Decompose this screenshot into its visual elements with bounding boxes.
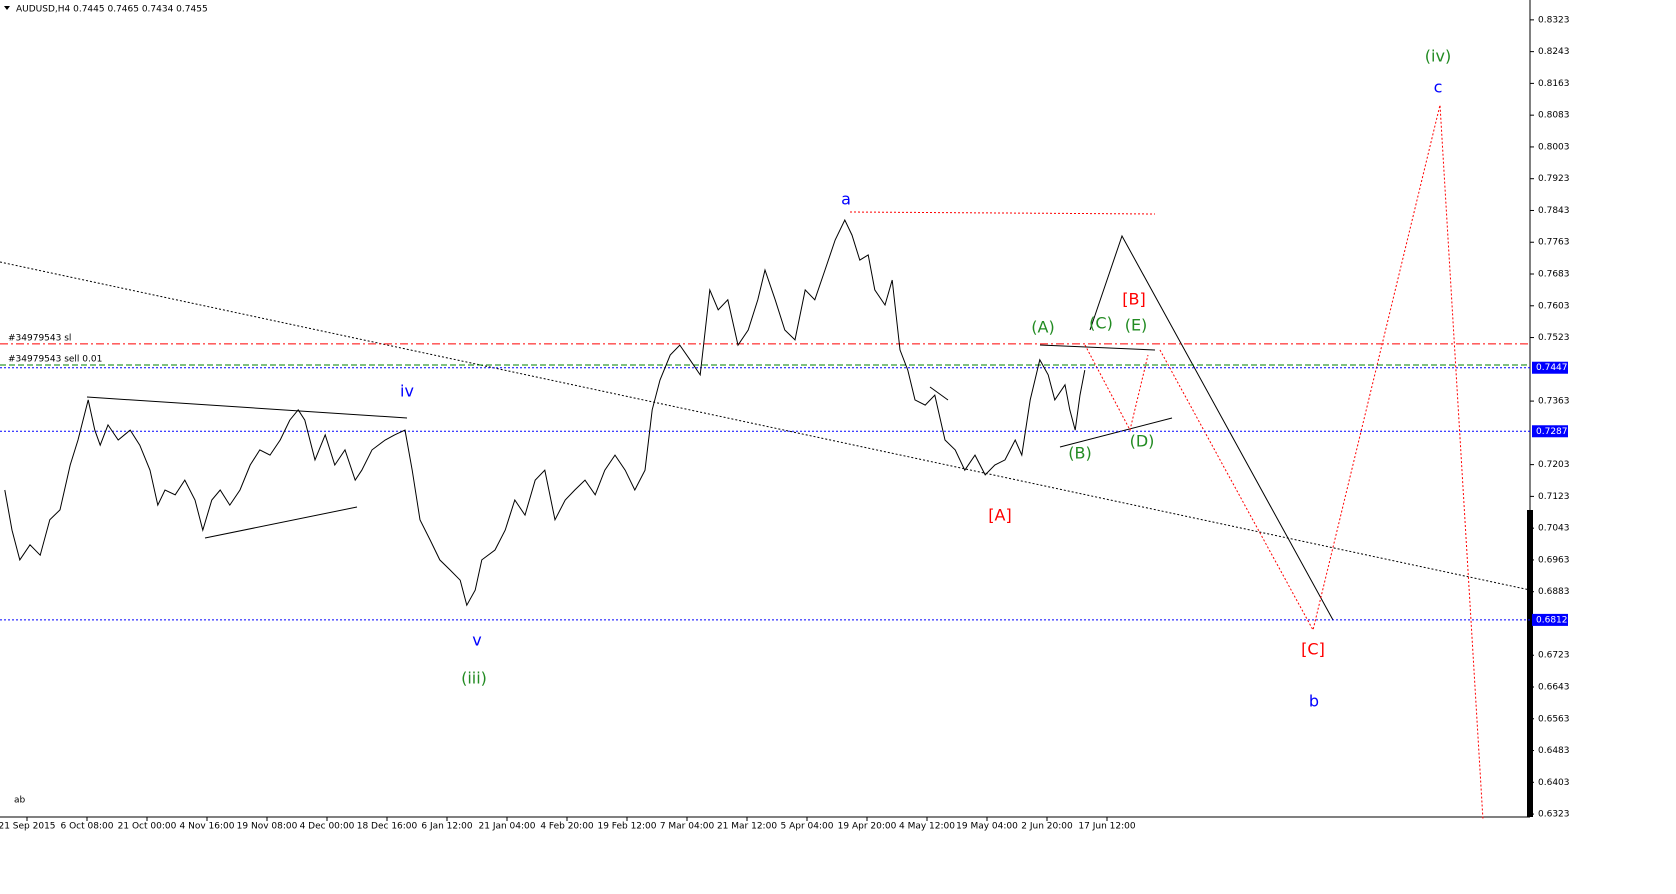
x-tick-label: 19 May 04:00	[956, 822, 1018, 832]
triangle-line	[1059, 417, 1173, 448]
projection-line	[849, 211, 1156, 215]
y-tick-label: 0.7523	[1538, 333, 1570, 343]
triangle-line	[1039, 344, 1156, 351]
y-tick-label: 0.6963	[1538, 555, 1570, 565]
x-tick-label: 21 Sep 2015	[0, 822, 56, 832]
price-level-label: 0.6812	[1536, 615, 1568, 625]
x-tick-label: 4 Dec 00:00	[300, 822, 355, 832]
title-marker	[4, 6, 10, 10]
price-level-box	[1532, 425, 1568, 438]
y-tick-label: 0.7843	[1538, 206, 1570, 216]
wave-label: c	[1434, 78, 1443, 97]
y-tick-label: 0.6643	[1538, 683, 1570, 693]
y-tick-label: 0.7203	[1538, 460, 1570, 470]
wave-label: (iii)	[461, 669, 487, 688]
wave-label: [B]	[1122, 290, 1145, 309]
x-tick-label: 6 Oct 08:00	[61, 822, 114, 832]
x-tick-label: 5 Apr 04:00	[781, 822, 834, 832]
x-tick-label: 18 Dec 16:00	[357, 822, 418, 832]
trend-line	[0, 261, 1531, 591]
x-tick-label: 19 Feb 12:00	[597, 822, 656, 832]
wave-label: (iv)	[1425, 47, 1451, 66]
y-tick-label: 0.7043	[1538, 524, 1570, 534]
x-tick-label: 2 Jun 20:00	[1021, 822, 1073, 832]
order-label: #34979543 sl	[8, 333, 71, 343]
x-tick-label: 21 Jan 04:00	[479, 822, 536, 832]
wave-label: (A)	[1031, 318, 1054, 337]
y-tick-label: 0.6483	[1538, 746, 1570, 756]
price-level-box	[1532, 613, 1568, 626]
wave-label: (B)	[1068, 444, 1091, 463]
price-level-box	[1532, 361, 1568, 374]
y-tick-label: 0.8003	[1538, 142, 1570, 152]
y-tick-label: 0.6723	[1538, 651, 1570, 661]
x-tick-label: 4 May 12:00	[899, 822, 955, 832]
footer-text: ab	[14, 796, 26, 806]
y-tick-label: 0.8163	[1538, 79, 1570, 89]
x-tick-label: 19 Nov 08:00	[237, 822, 298, 832]
y-tick-label: 0.8083	[1538, 111, 1570, 121]
x-tick-label: 4 Feb 20:00	[540, 822, 594, 832]
x-tick-label: 4 Nov 16:00	[180, 822, 235, 832]
triangle-line	[86, 396, 408, 419]
x-tick-label: 6 Jan 12:00	[421, 822, 473, 832]
y-tick-label: 0.6323	[1538, 810, 1570, 820]
x-tick-label: 17 Jun 12:00	[1078, 822, 1135, 832]
scroll-marker	[1527, 510, 1533, 817]
x-tick-label: 7 Mar 04:00	[660, 822, 715, 832]
y-tick-label: 0.7923	[1538, 174, 1570, 184]
y-tick-label: 0.6563	[1538, 714, 1570, 724]
y-tick-label: 0.7363	[1538, 397, 1570, 407]
triangle-line	[204, 506, 358, 539]
wave-line	[1089, 234, 1334, 621]
y-tick-label: 0.6883	[1538, 587, 1570, 597]
y-tick-label: 0.8243	[1538, 47, 1570, 57]
wave-label: v	[472, 631, 481, 650]
x-tick-label: 21 Oct 00:00	[118, 822, 177, 832]
y-tick-label: 0.8323	[1538, 15, 1570, 25]
chart-title: AUDUSD,H4 0.7445 0.7465 0.7434 0.7455	[16, 5, 208, 15]
wave-label: a	[841, 190, 851, 209]
projection-line	[1084, 344, 1149, 432]
y-tick-label: 0.6403	[1538, 778, 1570, 788]
wave-label: [C]	[1301, 640, 1325, 659]
x-tick-label: 19 Apr 20:00	[838, 822, 897, 832]
y-tick-label: 0.7763	[1538, 238, 1570, 248]
y-tick-label: 0.7683	[1538, 270, 1570, 280]
wave-line	[929, 386, 949, 401]
wave-label: [A]	[988, 506, 1011, 525]
y-tick-label: 0.7603	[1538, 301, 1570, 311]
wave-label: (D)	[1130, 432, 1155, 451]
wave-label: iv	[400, 382, 414, 401]
wave-label: (C)	[1089, 314, 1113, 333]
y-tick-label: 0.7123	[1538, 492, 1570, 502]
price-line	[4, 218, 1086, 607]
order-label: #34979543 sell 0.01	[8, 354, 102, 364]
price-level-label: 0.7287	[1536, 427, 1568, 437]
wave-label: (E)	[1125, 316, 1148, 335]
price-level-label: 0.7447	[1536, 363, 1568, 373]
x-tick-label: 21 Mar 12:00	[717, 822, 777, 832]
wave-label: b	[1309, 692, 1319, 711]
